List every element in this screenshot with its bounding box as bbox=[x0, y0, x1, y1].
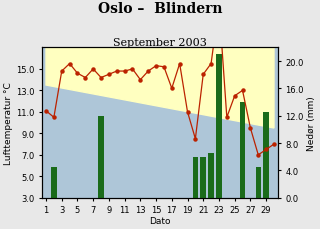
Title: September 2003: September 2003 bbox=[113, 38, 207, 48]
Bar bbox=[98, 116, 104, 198]
Y-axis label: Nedør (mm): Nedør (mm) bbox=[307, 96, 316, 150]
Text: Oslo –  Blindern: Oslo – Blindern bbox=[98, 2, 222, 16]
Bar bbox=[240, 103, 245, 198]
Bar bbox=[255, 167, 261, 198]
Bar bbox=[263, 113, 269, 198]
Bar bbox=[51, 167, 57, 198]
X-axis label: Dato: Dato bbox=[149, 216, 171, 225]
Bar bbox=[208, 154, 214, 198]
Bar bbox=[193, 157, 198, 198]
Bar bbox=[201, 157, 206, 198]
Y-axis label: Lufttemperatur °C: Lufttemperatur °C bbox=[4, 82, 13, 164]
Bar bbox=[216, 55, 222, 198]
Polygon shape bbox=[46, 48, 274, 128]
